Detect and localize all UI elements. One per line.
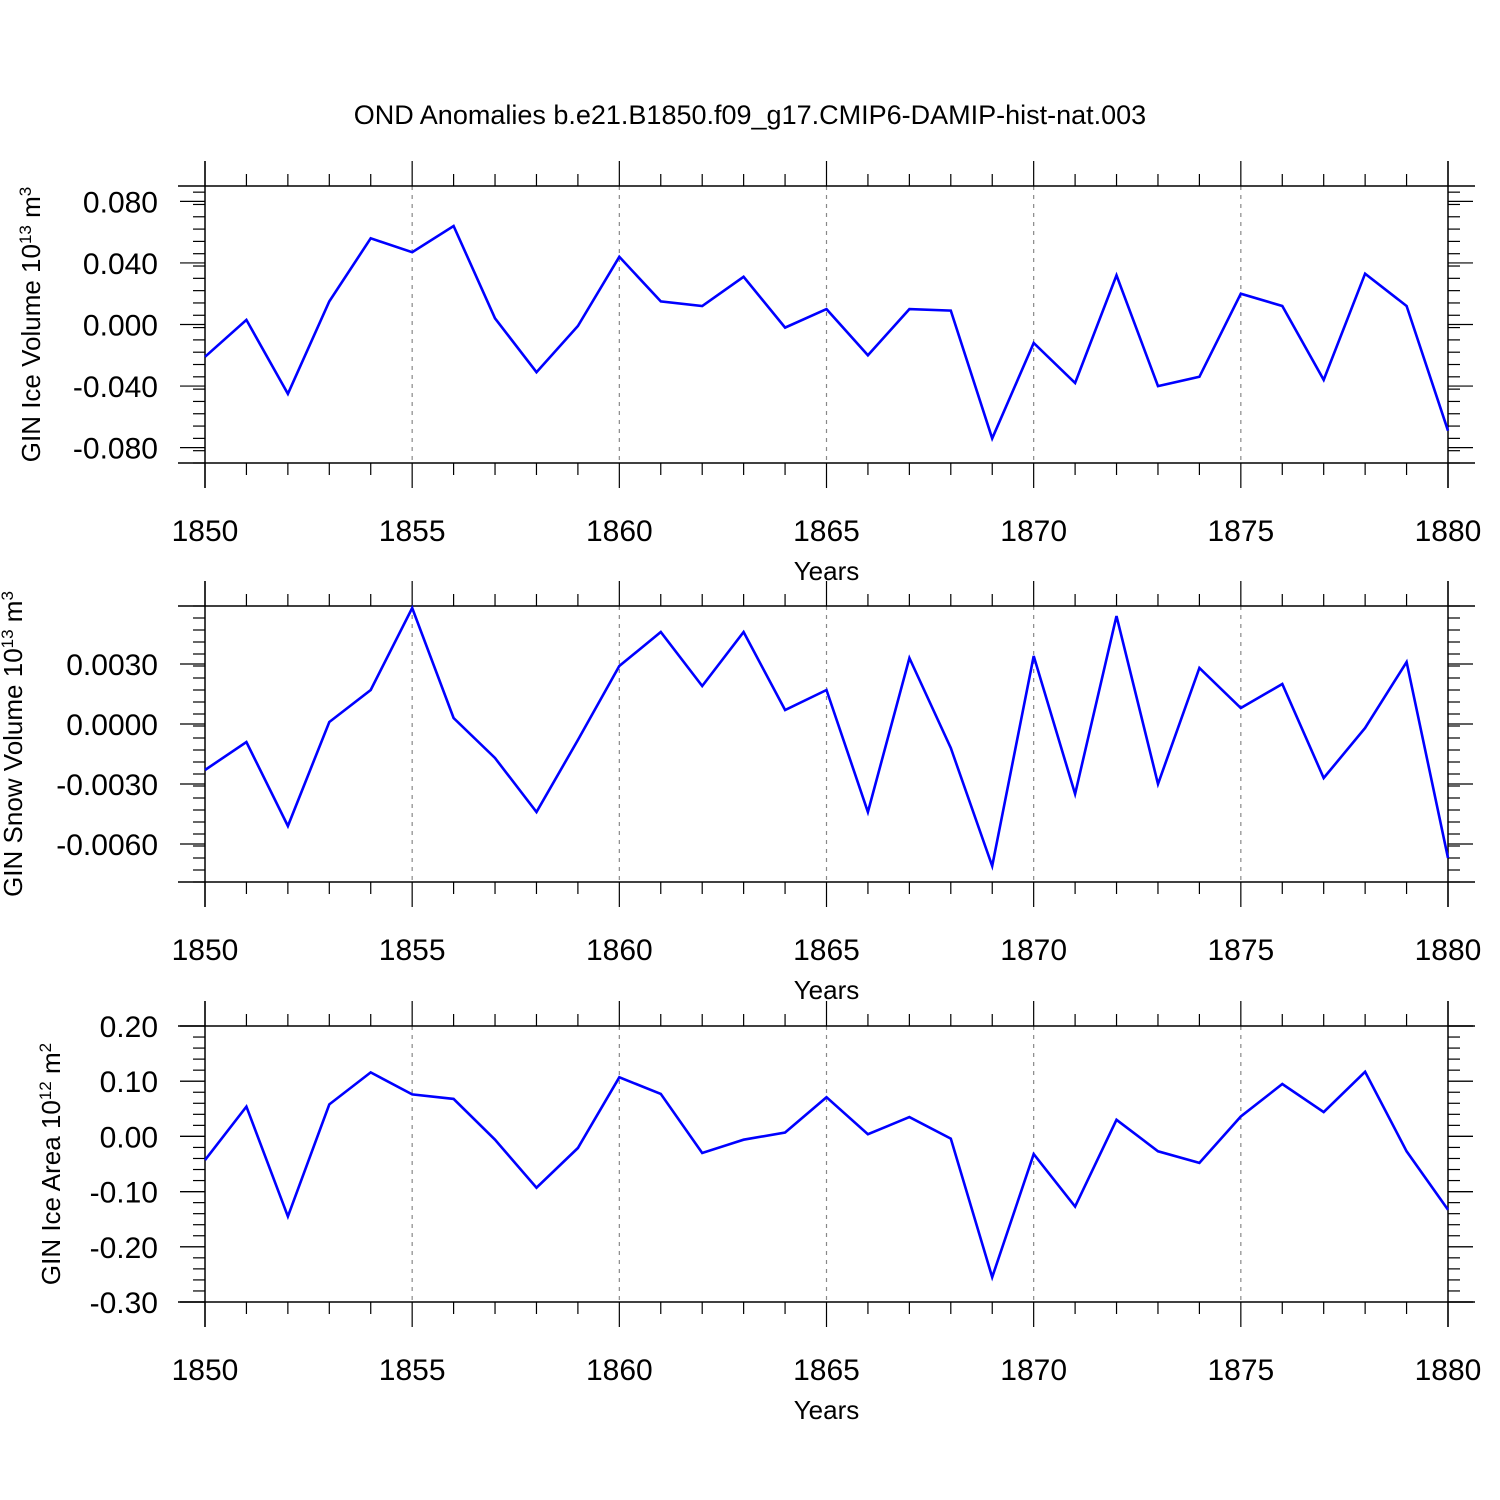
x-tick-label: 1860 xyxy=(586,515,653,548)
y-tick-label: 0.040 xyxy=(83,248,158,281)
y-label-superscript: 13 xyxy=(16,225,35,244)
panel-1: 1850 1855 1860 1865 1870 1875 1880Years-0.080-… xyxy=(16,161,1482,586)
y-tick-label: 0.20 xyxy=(100,1011,158,1044)
x-tick-label: 1880 xyxy=(1415,934,1482,967)
y-label-superscript: 3 xyxy=(0,591,17,600)
y-tick-label: -0.080 xyxy=(73,433,158,466)
y-tick-label: -0.0060 xyxy=(56,829,158,862)
y-label-text: m xyxy=(36,1052,66,1081)
series-line xyxy=(204,224,1450,443)
x-tick-label: 1870 xyxy=(1000,515,1067,548)
chart-title: OND Anomalies b.e21.B1850.f09_g17.CMIP6-… xyxy=(354,100,1146,130)
x-tick-label: 1865 xyxy=(793,515,860,548)
y-axis-label: GIN Ice Area 1012 m2 xyxy=(36,1043,67,1285)
y-label-text: GIN Ice Volume 10 xyxy=(16,244,46,462)
x-tick-label: 1855 xyxy=(379,515,446,548)
x-tick-label: 1855 xyxy=(379,1354,446,1387)
x-tick-label: 1865 xyxy=(793,934,860,967)
x-tick-label: 1850 xyxy=(172,515,239,548)
x-tick-label: 1860 xyxy=(586,1354,653,1387)
y-label-text: m xyxy=(16,196,46,225)
y-label-superscript: 13 xyxy=(0,629,17,648)
y-tick-label: 0.080 xyxy=(83,186,158,219)
x-tick-label: 1870 xyxy=(1000,1354,1067,1387)
x-tick-label: 1875 xyxy=(1207,934,1274,967)
y-tick-label: -0.30 xyxy=(90,1287,158,1320)
x-tick-label: 1855 xyxy=(379,934,446,967)
y-tick-label: -0.10 xyxy=(90,1177,158,1210)
y-label-superscript: 3 xyxy=(16,187,35,196)
x-tick-label: 1860 xyxy=(586,934,653,967)
x-tick-label: 1880 xyxy=(1415,1354,1482,1387)
y-label-superscript: 12 xyxy=(36,1081,55,1100)
series-line xyxy=(204,604,1450,871)
x-tick-label: 1850 xyxy=(172,1354,239,1387)
y-tick-label: -0.20 xyxy=(90,1232,158,1265)
x-tick-label: 1880 xyxy=(1415,515,1482,548)
x-axis-label: Years xyxy=(794,1395,860,1425)
panel-2: 1850 1855 1860 1865 1870 1875 1880 Years -0.0060… xyxy=(0,581,1481,1005)
panels: 1850 1855 1860 1865 1870 1875 1880 Years -0.080 -… xyxy=(0,161,1481,1425)
x-tick-label: 1865 xyxy=(793,1354,860,1387)
y-tick-label: 0.10 xyxy=(100,1066,158,1099)
y-axis-label: GIN Snow Volume 1013 m3 xyxy=(0,591,28,897)
x-tick-label: 1870 xyxy=(1000,934,1067,967)
y-tick-label: -0.040 xyxy=(73,371,158,404)
y-label-superscript: 2 xyxy=(36,1043,55,1052)
y-tick-label: 0.00 xyxy=(100,1121,158,1154)
y-tick-label: -0.0030 xyxy=(56,769,158,802)
x-tick-label: 1875 xyxy=(1207,1354,1274,1387)
y-label-text: GIN Snow Volume 10 xyxy=(0,648,28,897)
y-axis-label: GIN Ice Volume 1013 m3 xyxy=(16,187,47,463)
y-tick-label: 0.000 xyxy=(83,310,158,343)
y-label-text: GIN Ice Area 10 xyxy=(36,1100,66,1285)
series-line xyxy=(203,1069,1450,1282)
x-tick-label: 1850 xyxy=(172,934,239,967)
y-tick-label: 0.0030 xyxy=(66,649,158,682)
x-axis-label: Years xyxy=(794,975,860,1005)
y-tick-label: 0.0000 xyxy=(66,709,158,742)
x-tick-label: 1875 xyxy=(1207,515,1274,548)
y-label-text: m xyxy=(0,601,28,630)
panel-3: 1850 1855 1860 1865 1870 1875 1880 Years -0.30 -0… xyxy=(36,1001,1482,1425)
